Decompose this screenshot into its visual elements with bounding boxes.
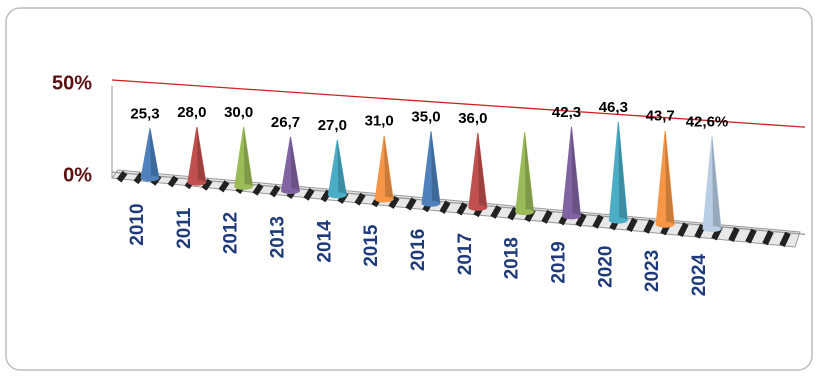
value-label: 42,3 xyxy=(552,104,581,121)
cone-shade xyxy=(384,135,394,200)
cone-base xyxy=(468,204,487,211)
cone-shade xyxy=(712,136,721,229)
floor-stripe xyxy=(439,200,451,214)
cone-base xyxy=(515,209,534,216)
floor-stripe xyxy=(354,192,366,206)
x-tick-label: 2014 xyxy=(314,220,335,263)
x-tick-label: 2013 xyxy=(268,216,289,258)
cone-base xyxy=(328,192,347,199)
value-label: 46,3 xyxy=(599,99,628,116)
floor-stripe xyxy=(728,227,740,242)
cone-shade xyxy=(243,126,253,187)
value-label: 27,0 xyxy=(318,117,347,134)
value-label: 28,0 xyxy=(177,104,206,121)
floor-stripe xyxy=(405,197,417,211)
cone-base xyxy=(375,196,394,203)
floor-stripe xyxy=(677,222,689,238)
floor-stripe xyxy=(269,184,281,198)
value-label: 42,6% xyxy=(686,113,729,130)
cone-base xyxy=(703,226,721,232)
floor-stripe xyxy=(762,230,774,246)
floor-stripe xyxy=(320,189,332,203)
cone-shade xyxy=(524,132,534,213)
x-tick-label: 2016 xyxy=(408,229,429,271)
y-tick-label: 0% xyxy=(63,164,92,186)
cone-shade xyxy=(618,122,628,221)
cone-base xyxy=(281,188,300,195)
x-tick-label: 2015 xyxy=(361,224,382,267)
x-tick-label: 2019 xyxy=(549,241,570,283)
cone-base xyxy=(234,183,253,190)
x-tick-label: 2012 xyxy=(221,212,242,254)
floor-stripe xyxy=(592,214,604,229)
x-tick-label: 2018 xyxy=(502,237,523,279)
floor-stripe xyxy=(167,175,179,188)
floor-stripe xyxy=(643,219,655,234)
x-tick-label: 2020 xyxy=(595,246,616,288)
cone-base xyxy=(422,200,440,207)
floor-stripe xyxy=(575,212,587,228)
value-label: 43,7 xyxy=(646,108,675,125)
x-tick-label: 2024 xyxy=(689,254,710,297)
x-tick-label: 2011 xyxy=(174,207,195,249)
floor-stripe xyxy=(201,178,213,191)
x-tick-label: 2023 xyxy=(642,250,663,292)
cone-base xyxy=(141,175,159,182)
cone-base xyxy=(187,179,206,186)
value-label: 31,0 xyxy=(365,113,394,130)
cone-shade xyxy=(337,139,347,196)
value-label: 26,7 xyxy=(271,114,300,131)
value-label: 25,3 xyxy=(130,105,159,122)
cone-shade xyxy=(477,132,487,208)
cone-shade xyxy=(290,136,300,192)
floor-stripe xyxy=(694,223,706,239)
frame xyxy=(5,7,813,371)
cone-shade xyxy=(571,126,581,217)
cone-shade xyxy=(196,127,206,183)
floor-stripe xyxy=(388,195,400,209)
floor-stripe xyxy=(456,202,468,216)
value-label: 35,0 xyxy=(411,108,440,125)
cone-base xyxy=(656,221,675,228)
cone-base xyxy=(562,213,581,220)
floor-stripe xyxy=(303,188,315,201)
floor-stripe xyxy=(779,231,791,247)
cone-base xyxy=(609,217,628,224)
x-tick-label: 2010 xyxy=(127,203,148,245)
value-label: 30,0 xyxy=(224,104,253,121)
cone-shade xyxy=(150,128,159,179)
floor-stripe xyxy=(133,172,145,185)
floor-stripe xyxy=(745,228,757,244)
value-label: 36,0 xyxy=(458,110,487,127)
cone-shade xyxy=(431,131,440,204)
y-tick-label: 50% xyxy=(52,72,92,94)
floor-stripe xyxy=(252,183,264,196)
floor-stripe xyxy=(116,170,128,183)
x-tick-label: 2017 xyxy=(455,233,476,275)
floor-stripe xyxy=(541,209,553,224)
floor-stripe xyxy=(507,206,519,221)
grid-line xyxy=(111,79,806,128)
floor-stripe xyxy=(218,180,230,193)
floor-stripe xyxy=(626,217,638,233)
cone-shade xyxy=(665,130,675,225)
floor-stripe xyxy=(490,205,502,219)
